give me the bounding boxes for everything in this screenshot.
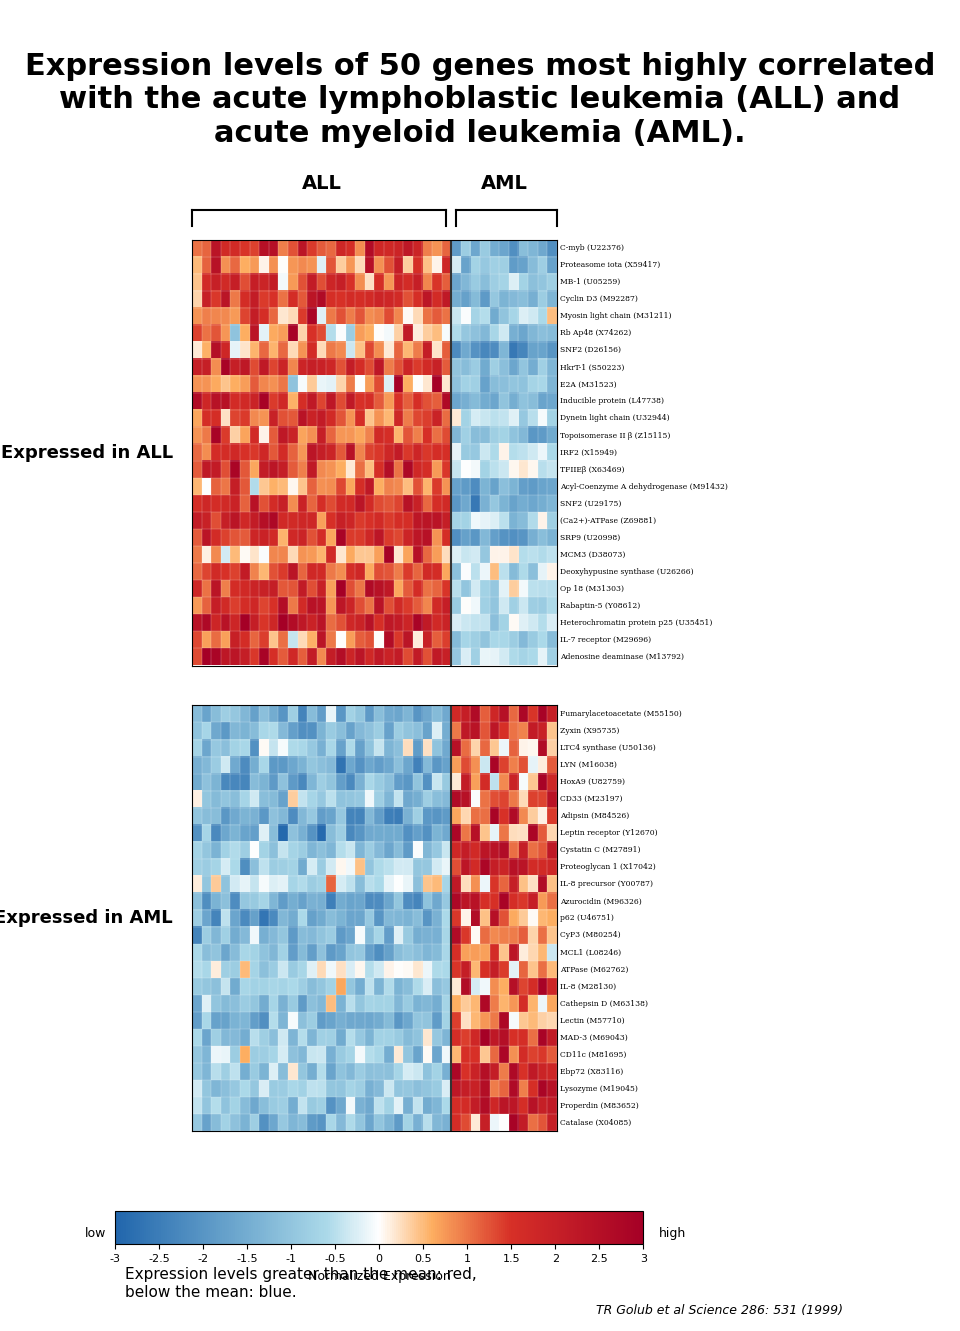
Text: Myosin light chain (M31211): Myosin light chain (M31211) xyxy=(560,313,671,321)
Text: Proteoglycan 1 (X17042): Proteoglycan 1 (X17042) xyxy=(560,864,656,872)
Text: Catalase (X04085): Catalase (X04085) xyxy=(560,1119,631,1127)
Text: Rabaptin-5 (Y08612): Rabaptin-5 (Y08612) xyxy=(560,602,640,610)
Text: CyP3 (M80254): CyP3 (M80254) xyxy=(560,932,620,940)
Text: ATPase (M62762): ATPase (M62762) xyxy=(560,965,628,973)
Text: Expression levels of 50 genes most highly correlated
with the acute lymphoblasti: Expression levels of 50 genes most highl… xyxy=(25,52,935,148)
Text: AML: AML xyxy=(481,174,527,193)
Text: MCM3 (D38073): MCM3 (D38073) xyxy=(560,551,625,559)
Text: HoxA9 (U82759): HoxA9 (U82759) xyxy=(560,779,625,787)
Text: IL-8 precursor (Y00787): IL-8 precursor (Y00787) xyxy=(560,880,653,888)
Text: Cystatin C (M27891): Cystatin C (M27891) xyxy=(560,847,640,855)
Text: Leptin receptor (Y12670): Leptin receptor (Y12670) xyxy=(560,829,658,837)
Text: Heterochromatin protein p25 (U35451): Heterochromatin protein p25 (U35451) xyxy=(560,619,712,627)
Text: CD11c (M81695): CD11c (M81695) xyxy=(560,1050,626,1058)
Text: Fumarylacetoacetate (M55150): Fumarylacetoacetate (M55150) xyxy=(560,709,682,717)
Text: Lectin (M57710): Lectin (M57710) xyxy=(560,1017,624,1025)
Text: MAD-3 (M69043): MAD-3 (M69043) xyxy=(560,1034,628,1042)
Text: high: high xyxy=(659,1227,685,1240)
Text: IRF2 (X15949): IRF2 (X15949) xyxy=(560,449,616,457)
Text: Cathepsin D (M63138): Cathepsin D (M63138) xyxy=(560,1000,648,1008)
Text: Adipsin (M84526): Adipsin (M84526) xyxy=(560,812,629,820)
Text: low: low xyxy=(85,1227,107,1240)
Text: LTC4 synthase (U50136): LTC4 synthase (U50136) xyxy=(560,744,656,752)
Text: Cyclin D3 (M92287): Cyclin D3 (M92287) xyxy=(560,295,637,303)
Text: Ebp72 (X83116): Ebp72 (X83116) xyxy=(560,1067,623,1075)
Text: LYN (M16038): LYN (M16038) xyxy=(560,761,616,769)
Text: SRP9 (U20998): SRP9 (U20998) xyxy=(560,534,620,542)
Text: HkrT-1 (S50223): HkrT-1 (S50223) xyxy=(560,363,624,371)
Text: C-myb (U22376): C-myb (U22376) xyxy=(560,244,624,252)
Text: MCL1 (L08246): MCL1 (L08246) xyxy=(560,949,621,957)
Text: CD33 (M23197): CD33 (M23197) xyxy=(560,795,622,803)
Text: Inducible protein (L47738): Inducible protein (L47738) xyxy=(560,398,663,406)
Text: MB-1 (U05259): MB-1 (U05259) xyxy=(560,278,620,286)
Text: Zyxin (X95735): Zyxin (X95735) xyxy=(560,727,619,735)
Text: Dynein light chain (U32944): Dynein light chain (U32944) xyxy=(560,414,669,422)
Text: Expression levels greater than the mean: red,
below the mean: blue.: Expression levels greater than the mean:… xyxy=(125,1267,476,1299)
Text: p62 (U46751): p62 (U46751) xyxy=(560,914,613,922)
Text: SNF2 (U29175): SNF2 (U29175) xyxy=(560,499,621,507)
Text: (Ca2+)-ATPase (Z69881): (Ca2+)-ATPase (Z69881) xyxy=(560,516,656,524)
Text: Acyl-Coenzyme A dehydrogenase (M91432): Acyl-Coenzyme A dehydrogenase (M91432) xyxy=(560,483,728,491)
Text: SNF2 (D26156): SNF2 (D26156) xyxy=(560,346,621,354)
X-axis label: Normalized Expression: Normalized Expression xyxy=(308,1270,450,1283)
Text: TR Golub et al Science 286: 531 (1999): TR Golub et al Science 286: 531 (1999) xyxy=(596,1304,844,1318)
Text: Proteasome iota (X59417): Proteasome iota (X59417) xyxy=(560,261,660,269)
Text: ALL: ALL xyxy=(301,174,342,193)
Text: Expressed in ALL: Expressed in ALL xyxy=(1,443,173,462)
Text: Op 18 (M31303): Op 18 (M31303) xyxy=(560,584,624,592)
Text: Topoisomerase II β (Z15115): Topoisomerase II β (Z15115) xyxy=(560,431,670,439)
Text: TFIIEβ (X63469): TFIIEβ (X63469) xyxy=(560,466,624,474)
Text: Lysozyme (M19045): Lysozyme (M19045) xyxy=(560,1085,637,1093)
Text: Expressed in AML: Expressed in AML xyxy=(0,909,173,928)
Text: Adenosine deaminase (M13792): Adenosine deaminase (M13792) xyxy=(560,654,684,662)
Text: Deoxyhypusine synthase (U26266): Deoxyhypusine synthase (U26266) xyxy=(560,568,693,576)
Text: IL-8 (M28130): IL-8 (M28130) xyxy=(560,982,615,990)
Text: Rb Ap48 (X74262): Rb Ap48 (X74262) xyxy=(560,329,631,337)
Text: IL-7 receptor (M29696): IL-7 receptor (M29696) xyxy=(560,636,651,644)
Text: Properdin (M83652): Properdin (M83652) xyxy=(560,1102,638,1110)
Text: E2A (M31523): E2A (M31523) xyxy=(560,381,616,389)
Text: Azurocidin (M96326): Azurocidin (M96326) xyxy=(560,897,641,905)
